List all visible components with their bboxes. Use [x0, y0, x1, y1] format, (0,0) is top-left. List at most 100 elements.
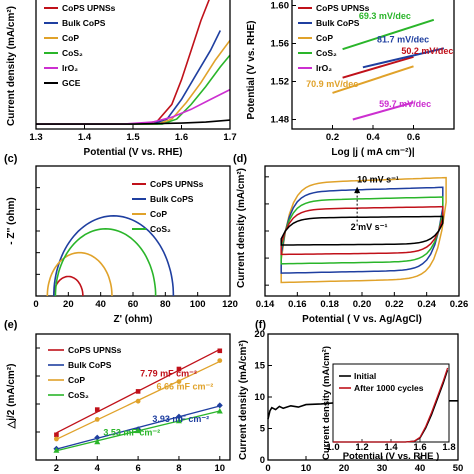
panel-c-legend-label: CoS₂	[150, 224, 171, 234]
panel-d-xtick-label: 0.16	[288, 299, 307, 310]
panel-d-xtick-label: 0.22	[385, 299, 404, 310]
panel-e-point	[216, 402, 223, 409]
panel-c-xtick-label: 20	[63, 299, 74, 310]
panel-f-inset-legend-label: Initial	[354, 371, 376, 381]
panel-f-xtick-label: 20	[339, 463, 350, 474]
panel-e-annotation: 6.66 mF cm⁻²	[156, 381, 213, 391]
panel-a-legend-label: Bulk CoPS	[62, 18, 106, 28]
panel-b-xtick-label: 0.2	[326, 132, 339, 143]
panel-d-xlabel: Potential ( V vs. Ag/AgCl)	[302, 314, 422, 325]
panel-b-series-cop	[332, 65, 414, 94]
panel-f-inset-legend-label: After 1000 cycles	[354, 383, 424, 393]
panel-c-legend-label: CoP	[150, 209, 167, 219]
panel-b-ytick-label: 1.60	[271, 1, 290, 12]
panel-e-point	[135, 389, 141, 394]
panel-c-label: (c)	[4, 153, 18, 165]
panel-e-point	[94, 407, 100, 412]
panel-a-legend-label: CoP	[62, 33, 79, 43]
panel-a-series-gce	[36, 119, 231, 125]
panel-f-inset-xtick-label: 1.6	[413, 442, 426, 453]
panel-b-series-bulk-cops	[362, 47, 445, 69]
panel-e-xtick-label: 6	[135, 463, 140, 474]
panel-b-legend-label: CoS₂	[316, 48, 337, 58]
panel-c-xtick-label: 40	[95, 299, 106, 310]
panel-b-ytick-label: 1.52	[271, 77, 290, 88]
panel-e-point	[94, 434, 101, 441]
panel-f-inset-xlabel: Potential (V vs. RHE )	[343, 451, 440, 462]
panel-c-xtick-label: 120	[222, 299, 238, 310]
panel-b-series-iro-	[352, 101, 414, 121]
panel-e-xtick-label: 10	[215, 463, 226, 474]
panel-a-xtick-label: 1.6	[175, 132, 188, 143]
panel-d-xtick-label: 0.24	[417, 299, 436, 310]
panel-e-frame	[35, 333, 231, 461]
panel-d-xtick-label: 0.20	[353, 299, 372, 310]
panel-b-annotation: 50.2 mV/dec	[401, 46, 453, 56]
panel-e-point	[135, 398, 141, 404]
panel-e-xtick-label: 4	[95, 463, 101, 474]
panel-a-ylabel: Current density (mA/cm²)	[6, 6, 17, 126]
panel-e-point	[94, 438, 101, 445]
panel-c-xtick-label: 80	[160, 299, 171, 310]
panel-e-point	[216, 408, 223, 414]
panel-f-xtick-label: 50	[453, 463, 464, 474]
panel-e-point	[217, 348, 223, 354]
panel-a-legend-label: CoPS UPNSs	[62, 3, 116, 13]
panel-e-point	[217, 358, 223, 363]
panel-c-series-cop	[46, 251, 113, 297]
panel-c-legend-label: Bulk CoPS	[150, 194, 194, 204]
panel-f-ytick-label: 20	[254, 329, 265, 340]
panel-a-xlabel: Potential (V vs. RHE)	[84, 147, 183, 158]
panel-b-legend-label: CoP	[316, 33, 333, 43]
panel-a-bg	[36, 0, 230, 129]
panel-f-inset-ylabel: Current density (mA/cm²)	[321, 346, 332, 460]
panel-e-point	[175, 413, 182, 420]
panel-e-legend-label: CoPS UPNSs	[68, 345, 122, 355]
panel-f-ytick-label: 15	[254, 361, 265, 372]
panel-c-ylabel: - Z'' (ohm)	[6, 197, 17, 245]
panel-e-point	[135, 427, 142, 434]
panel-e-point	[175, 417, 182, 424]
panel-f-ytick-label: 0	[260, 455, 265, 466]
panel-f-ytick-label: 5	[260, 424, 266, 435]
panel-b-ytick-label: 1.56	[271, 39, 290, 50]
panel-b-series-cos-	[342, 18, 435, 51]
panel-f-ytick-label: 10	[254, 392, 265, 403]
panel-b-legend-label: Bulk CoPS	[316, 18, 360, 28]
panel-d-cv-loop-4	[280, 215, 444, 246]
panel-f-inset-frame	[332, 363, 450, 443]
panel-a-xtick-label: 1.7	[223, 132, 236, 143]
panel-e-xtick-label: 8	[176, 463, 181, 474]
panel-c-xtick-label: 0	[33, 299, 38, 310]
panel-e-point	[54, 436, 59, 442]
panel-e-legend-label: Bulk CoPS	[68, 360, 112, 370]
panel-a-xtick-label: 1.4	[78, 132, 92, 143]
panel-f-label: (f)	[255, 319, 266, 331]
panel-d-label: (d)	[233, 153, 247, 165]
panel-a-legend-label: CoS₂	[62, 48, 83, 58]
panel-b-annotation: 69.3 mV/dec	[359, 11, 411, 21]
panel-b-xtick-label: 0.4	[366, 132, 380, 143]
panel-d-xtick-label: 0.26	[450, 299, 469, 310]
panel-d-annotation: 10 mV s⁻¹	[357, 174, 399, 184]
panel-e-point	[176, 379, 182, 384]
panel-b-legend-label: CoPS UPNSs	[316, 3, 370, 13]
panel-f-inset-xtick-label: 1.2	[355, 442, 368, 453]
panel-b-annotation: 70.9 mV/dec	[306, 79, 358, 89]
panel-e-annotation: 3.93 mF cm⁻²	[152, 414, 209, 424]
panel-b-legend-label: IrO₂	[316, 63, 332, 73]
panel-b-xtick-label: 0.6	[407, 132, 420, 143]
panel-c-xlabel: Z' (ohm)	[113, 314, 152, 325]
panel-b-series-cops-upnss	[342, 55, 414, 79]
panel-e-point	[53, 447, 60, 453]
panel-b-ylabel: Potential (V vs. RHE)	[246, 21, 257, 120]
panel-e-annotation: 3.53 mF cm⁻²	[103, 428, 160, 438]
panel-a-legend-label: GCE	[62, 78, 81, 88]
panel-e-ylabel: △j/2 (mA/cm²)	[6, 364, 17, 430]
panel-b-xlabel: Log |j ( mA cm⁻²)|	[331, 147, 414, 158]
panel-e-label: (e)	[4, 319, 18, 331]
panel-b-annotation: 59.7 mV/dec	[379, 99, 431, 109]
panel-a-legend-label: IrO₂	[62, 63, 78, 73]
panel-b-ytick-label: 1.48	[271, 115, 290, 126]
